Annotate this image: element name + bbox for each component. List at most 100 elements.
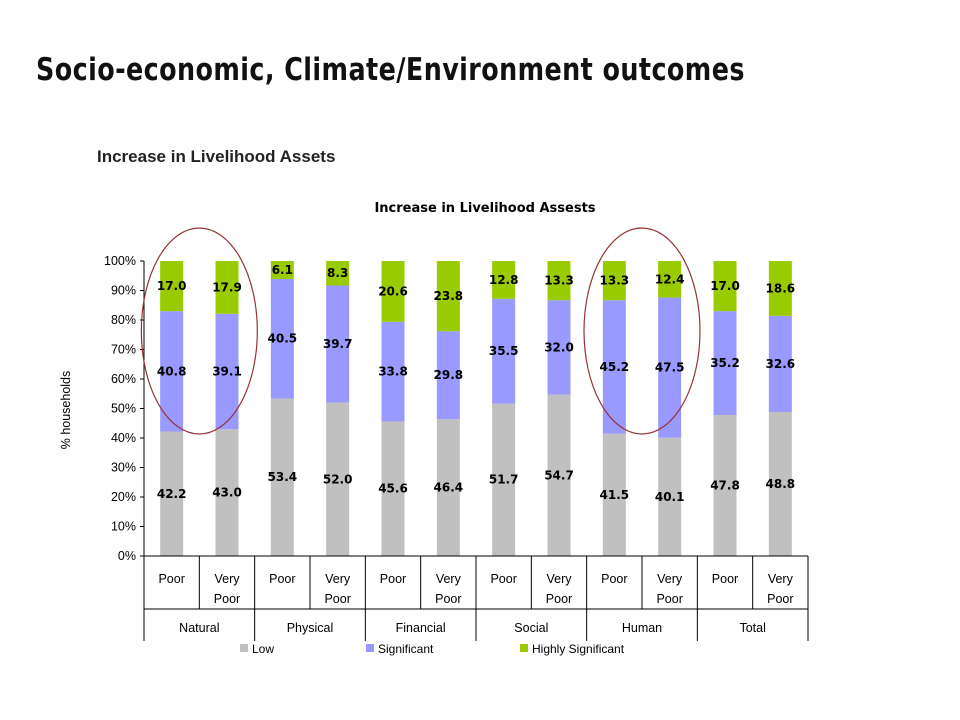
bar-significant bbox=[768, 315, 792, 413]
data-label: 35.5 bbox=[489, 344, 519, 358]
x-tick-label: Poor bbox=[712, 572, 738, 586]
data-label: 13.3 bbox=[544, 274, 574, 288]
bar-highly-significant bbox=[381, 261, 405, 322]
data-label: 8.3 bbox=[327, 266, 348, 280]
legend-label: Significant bbox=[378, 642, 434, 656]
bar-low bbox=[381, 421, 405, 556]
bar-significant bbox=[215, 313, 239, 430]
data-label: 41.5 bbox=[600, 488, 630, 502]
data-label: 17.0 bbox=[157, 279, 187, 293]
data-label: 45.6 bbox=[378, 482, 408, 496]
bar-significant bbox=[160, 311, 184, 432]
data-label: 45.2 bbox=[600, 360, 630, 374]
bar-low bbox=[436, 419, 460, 556]
y-tick-label: 80% bbox=[111, 313, 136, 327]
x-tick-label: Poor bbox=[435, 592, 461, 606]
y-tick-label: 10% bbox=[111, 520, 136, 534]
y-tick-label: 70% bbox=[111, 343, 136, 357]
x-tick-label: Very bbox=[325, 572, 351, 586]
bar-low bbox=[768, 412, 792, 556]
bar-low bbox=[160, 431, 184, 556]
data-label: 47.5 bbox=[655, 361, 685, 375]
slide-title: Socio-economic, Climate/Environment outc… bbox=[36, 52, 745, 88]
bar-highly-significant bbox=[658, 261, 682, 298]
bar-significant bbox=[326, 285, 350, 403]
data-label: 32.0 bbox=[544, 340, 574, 354]
bar-significant bbox=[658, 297, 682, 438]
bar-significant bbox=[381, 321, 405, 422]
x-group-label: Human bbox=[622, 621, 662, 635]
x-tick-label: Poor bbox=[767, 592, 793, 606]
bar-low bbox=[658, 437, 682, 556]
bar-highly-significant bbox=[547, 261, 571, 301]
plot-area: 0% 10% 20% 30% 40% 50% 60% 70% 80% 90% 100% 42.2 40.… bbox=[104, 227, 809, 656]
y-axis-label: % households bbox=[59, 371, 73, 450]
data-label: 54.7 bbox=[544, 468, 574, 482]
data-label: 32.6 bbox=[766, 357, 796, 371]
y-tick-label: 50% bbox=[111, 402, 136, 416]
x-tick-label: Very bbox=[657, 572, 683, 586]
x-tick-label: Poor bbox=[158, 572, 184, 586]
y-tick-label: 20% bbox=[111, 490, 136, 504]
bar-low bbox=[492, 403, 516, 556]
data-label: 53.4 bbox=[268, 470, 298, 484]
bar-highly-significant bbox=[436, 261, 460, 332]
bar-significant bbox=[270, 278, 294, 399]
y-tick-label: 40% bbox=[111, 431, 136, 445]
chart-title: Increase in Livelihood Assests bbox=[374, 201, 595, 216]
bar-significant bbox=[436, 331, 460, 420]
slide-subtitle: Increase in Livelihood Assets bbox=[97, 147, 336, 166]
bar-highly-significant bbox=[713, 261, 737, 312]
data-label: 12.4 bbox=[655, 272, 685, 286]
x-tick-label: Very bbox=[768, 572, 794, 586]
legend-swatch bbox=[520, 644, 528, 652]
bar-low bbox=[326, 402, 350, 556]
x-group-label: Financial bbox=[396, 621, 446, 635]
data-label: 39.7 bbox=[323, 337, 353, 351]
x-group-label: Social bbox=[514, 621, 548, 635]
data-label: 43.0 bbox=[212, 486, 242, 500]
bar-significant bbox=[602, 300, 626, 434]
data-label: 39.1 bbox=[212, 364, 242, 378]
legend-swatch bbox=[240, 644, 248, 652]
bar-highly-significant bbox=[326, 261, 350, 286]
bar-highly-significant bbox=[492, 261, 516, 299]
bar-low bbox=[215, 429, 239, 556]
data-label: 46.4 bbox=[434, 481, 464, 495]
x-tick-label: Poor bbox=[490, 572, 516, 586]
bar-significant bbox=[547, 300, 571, 395]
data-label: 51.7 bbox=[489, 473, 519, 487]
x-tick-label: Poor bbox=[269, 572, 295, 586]
data-label: 35.2 bbox=[710, 356, 740, 370]
x-tick-label: Very bbox=[214, 572, 240, 586]
data-label: 17.9 bbox=[212, 280, 242, 294]
y-tick-label: 60% bbox=[111, 372, 136, 386]
x-tick-label: Poor bbox=[324, 592, 350, 606]
bar-highly-significant bbox=[270, 261, 294, 279]
annotation-ellipse bbox=[583, 227, 701, 435]
bar-highly-significant bbox=[768, 261, 792, 316]
x-group-label: Physical bbox=[287, 621, 334, 635]
bar-significant bbox=[713, 311, 737, 415]
y-tick-label: 30% bbox=[111, 461, 136, 475]
data-label: 29.8 bbox=[434, 368, 464, 382]
legend-swatch bbox=[366, 644, 374, 652]
data-label: 40.8 bbox=[157, 364, 187, 378]
x-group-label: Total bbox=[739, 621, 765, 635]
data-label: 47.8 bbox=[710, 478, 740, 492]
x-tick-label: Poor bbox=[546, 592, 572, 606]
y-tick-label: 90% bbox=[111, 284, 136, 298]
data-label: 40.1 bbox=[655, 490, 685, 504]
bar-highly-significant bbox=[215, 261, 239, 314]
bar-low bbox=[713, 414, 737, 556]
data-label: 42.2 bbox=[157, 487, 187, 501]
bar-low bbox=[547, 394, 571, 556]
x-group-label: Natural bbox=[179, 621, 219, 635]
data-label: 12.8 bbox=[489, 273, 519, 287]
data-label: 23.8 bbox=[434, 289, 464, 303]
data-label: 52.0 bbox=[323, 472, 353, 486]
data-label: 17.0 bbox=[710, 279, 740, 293]
data-label: 20.6 bbox=[378, 284, 408, 298]
x-tick-label: Poor bbox=[656, 592, 682, 606]
